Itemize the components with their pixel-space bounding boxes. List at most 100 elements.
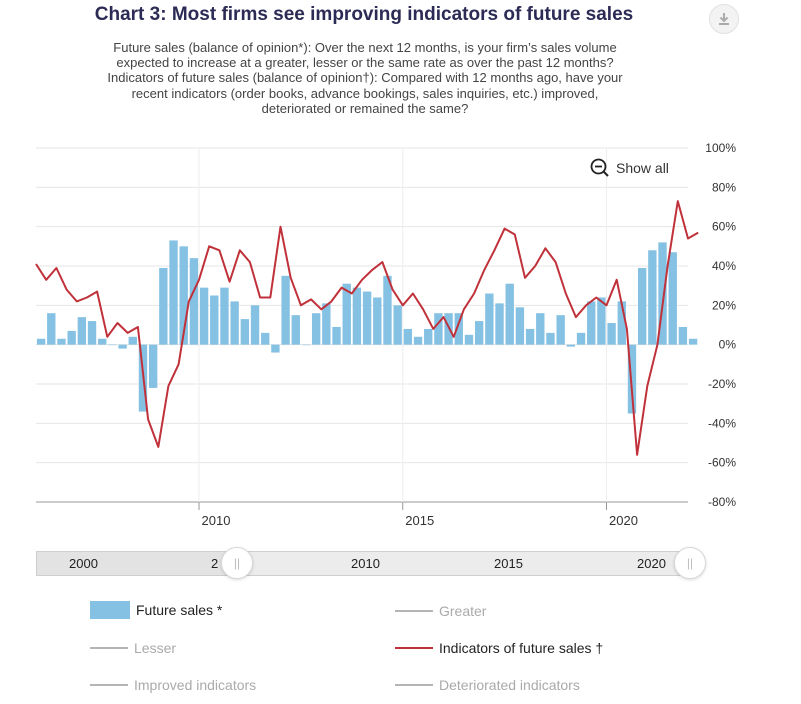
navigator-left-handle[interactable]: ||: [221, 547, 253, 579]
legend-label: Future sales *: [136, 602, 223, 618]
y-tick-label: 0%: [719, 338, 737, 352]
legend-line-icon: [90, 684, 128, 686]
bar-future-sales: [597, 297, 606, 345]
bar-future-sales: [67, 330, 76, 345]
bar-future-sales: [373, 297, 382, 345]
y-axis: 100% 80% 60% 40% 20% 0% -20% -40% -60% -80%: [705, 141, 736, 509]
bar-future-sales: [271, 344, 280, 353]
bar-future-sales: [261, 332, 270, 345]
navigator-label: 2010: [351, 556, 380, 571]
bar-future-sales: [342, 283, 351, 345]
legend-line-icon: [395, 647, 433, 649]
navigator-label: 2015: [494, 556, 523, 571]
x-axis: 2010 2015 2020: [198, 502, 638, 528]
legend-item-indicators-of-future-sales[interactable]: Indicators of future sales †: [395, 640, 603, 656]
bar-future-sales: [362, 291, 372, 345]
bar-future-sales: [637, 267, 647, 345]
bar-future-sales: [536, 313, 545, 345]
bar-future-sales: [230, 301, 239, 345]
bar-future-sales: [688, 338, 698, 345]
bar-future-sales: [383, 275, 392, 345]
navigator-label: 2: [211, 556, 219, 571]
line-series-indicators: [35, 200, 699, 456]
bar-future-sales: [199, 287, 209, 345]
bar-future-sales: [668, 252, 677, 345]
bar-series-future-sales: [36, 240, 698, 414]
navigator-right-handle[interactable]: ||: [674, 547, 706, 579]
bar-future-sales: [108, 344, 117, 346]
show-all-label: Show all: [616, 160, 669, 176]
legend-item-deteriorated-indicators[interactable]: Deteriorated indicators: [395, 677, 580, 693]
legend-item-future-sales[interactable]: Future sales *: [90, 601, 222, 619]
bar-future-sales: [98, 338, 107, 345]
subtitle-line: recent indicators (order books, advance …: [131, 85, 599, 101]
legend-label: Lesser: [134, 640, 177, 656]
bar-future-sales: [485, 293, 494, 345]
bar-future-sales: [566, 344, 576, 347]
bar-future-sales: [250, 305, 260, 345]
legend-line-icon: [395, 684, 433, 686]
bar-future-sales: [617, 301, 626, 345]
line-indicators-of-future-sales: [35, 200, 699, 456]
bar-future-sales: [464, 334, 474, 345]
range-navigator[interactable]: 2000 2 2010 2015 2020: [36, 551, 689, 576]
bar-future-sales: [281, 275, 290, 345]
download-icon: [709, 4, 739, 34]
bar-future-sales: [210, 295, 219, 345]
bar-future-sales: [648, 250, 657, 345]
bar-future-sales: [607, 323, 616, 345]
legend-item-improved-indicators[interactable]: Improved indicators: [90, 677, 256, 693]
bar-future-sales: [587, 301, 596, 345]
bar-future-sales: [118, 344, 127, 349]
bar-future-sales: [576, 332, 586, 345]
legend-item-greater[interactable]: Greater: [395, 603, 486, 619]
legend-label: Deteriorated indicators: [439, 677, 580, 693]
bar-future-sales: [424, 328, 433, 345]
handle-grip-icon: ||: [233, 556, 241, 570]
bar-future-sales: [128, 336, 137, 345]
bar-future-sales: [169, 240, 178, 345]
navigator-label: 2000: [69, 556, 98, 571]
bar-future-sales: [189, 258, 199, 345]
chart-title: Chart 3: Most firms see improving indica…: [94, 4, 634, 25]
y-tick-label: 100%: [705, 141, 736, 155]
bar-future-sales: [556, 315, 565, 345]
bar-future-sales: [47, 313, 56, 345]
navigator-selected-range[interactable]: [238, 552, 689, 575]
bar-future-sales: [403, 328, 413, 345]
bar-future-sales: [148, 344, 158, 388]
bar-future-sales: [159, 267, 168, 345]
bar-future-sales: [495, 303, 504, 345]
bar-future-sales: [36, 338, 46, 345]
legend-label: Improved indicators: [134, 677, 257, 693]
bar-future-sales: [77, 317, 87, 345]
bar-future-sales: [525, 328, 535, 345]
legend-label: Greater: [439, 603, 487, 619]
bar-future-sales: [301, 344, 311, 346]
legend-item-lesser[interactable]: Lesser: [90, 640, 176, 656]
bar-future-sales: [311, 313, 321, 345]
bar-future-sales: [57, 338, 66, 345]
download-button[interactable]: [705, 4, 743, 34]
bar-future-sales: [291, 315, 300, 345]
y-tick-label: -20%: [708, 377, 736, 391]
bar-future-sales: [220, 287, 229, 345]
y-tick-label: -80%: [708, 495, 736, 509]
bar-future-sales: [515, 307, 525, 345]
chart-subtitle: Future sales (balance of opinion*): Over…: [30, 40, 700, 116]
legend-line-icon: [90, 647, 128, 649]
subtitle-line: deteriorated or remained the same?: [261, 100, 469, 116]
bar-future-sales: [546, 332, 555, 345]
bar-future-sales: [434, 313, 443, 345]
subtitle-line: Future sales (balance of opinion*): Over…: [113, 40, 617, 55]
bar-future-sales: [678, 326, 688, 345]
bar-future-sales: [240, 319, 250, 345]
bar-future-sales: [87, 321, 97, 345]
y-tick-label: 80%: [712, 180, 736, 194]
x-tick-label: 2010: [202, 513, 231, 528]
subtitle-line: expected to increase at a greater, lesse…: [116, 55, 614, 71]
legend-bar-icon: [90, 601, 130, 619]
bar-future-sales: [454, 313, 463, 345]
y-tick-label: 40%: [712, 259, 736, 273]
show-all-button[interactable]: Show all: [590, 158, 669, 178]
